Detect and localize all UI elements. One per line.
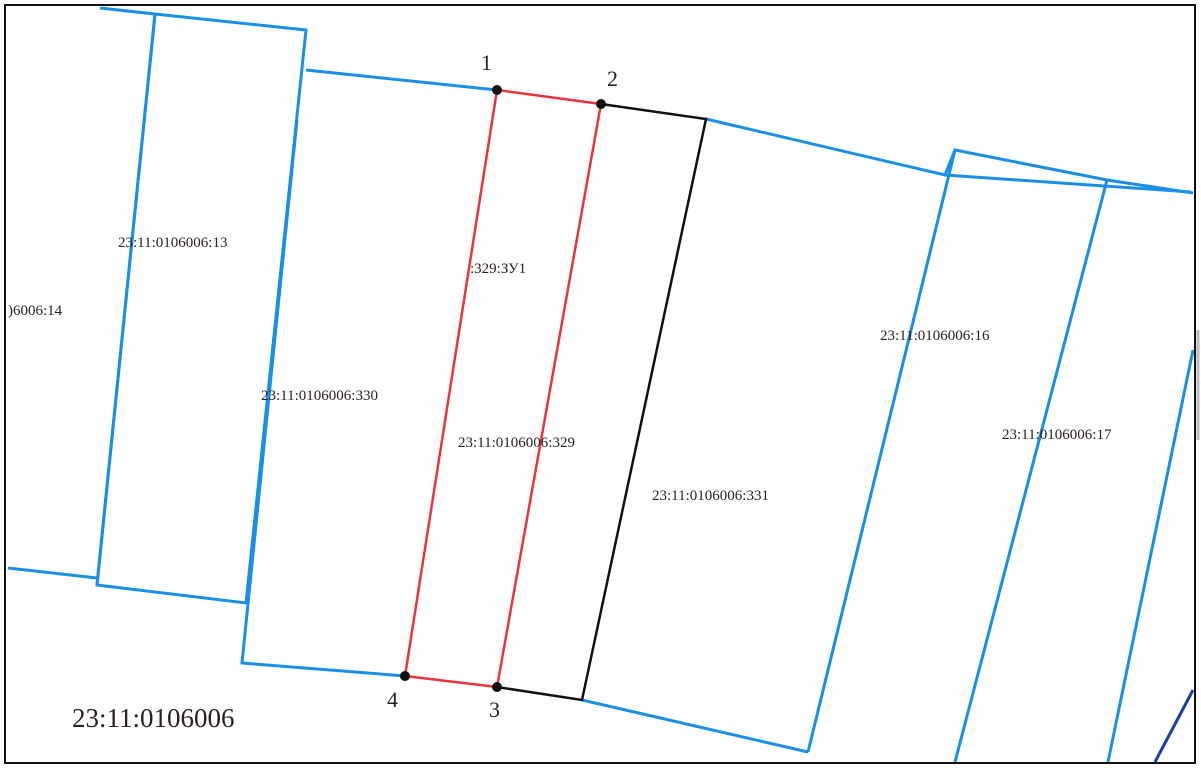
parcel-boundary-16-north bbox=[943, 148, 1194, 195]
existing-boundary bbox=[496, 102, 708, 702]
parcel-boundary-331-south bbox=[581, 698, 809, 754]
vertex-1 bbox=[492, 85, 502, 95]
parcel-boundary-16-west bbox=[806, 149, 957, 753]
parcel-boundary-13-west bbox=[95, 13, 157, 586]
cadastral-block-label: 23:11:0106006 bbox=[72, 703, 235, 733]
parcel-boundary-17-east bbox=[1106, 349, 1195, 763]
dark-boundary-line bbox=[1153, 689, 1195, 763]
parcel-label-329: 23:11:0106006:329 bbox=[458, 435, 575, 451]
parcel-label-13: 23:11:0106006:13 bbox=[118, 235, 227, 251]
vertex-label-2: 2 bbox=[607, 66, 618, 91]
parcel-label-331: 23:11:0106006:331 bbox=[652, 488, 769, 504]
vertex-label-3: 3 bbox=[489, 697, 500, 722]
vertex-4 bbox=[400, 671, 410, 681]
new-parcel-label: :329:ЗУ1 bbox=[470, 261, 526, 277]
parcel-boundary-330-north bbox=[305, 68, 498, 92]
parcel-label-330: 23:11:0106006:330 bbox=[261, 388, 378, 404]
vertex-3 bbox=[492, 682, 502, 692]
parcel-boundary-330 bbox=[240, 119, 406, 678]
parcel-label-16: 23:11:0106006:16 bbox=[880, 328, 990, 344]
vertex-2 bbox=[596, 99, 606, 109]
vertex-label-1: 1 bbox=[481, 50, 492, 75]
parcel-label-17: 23:11:0106006:17 bbox=[1002, 427, 1112, 443]
vertex-label-4: 4 bbox=[387, 687, 398, 712]
parcel-label-14: )6006:14 bbox=[8, 303, 63, 319]
map-frame bbox=[4, 4, 1196, 764]
parcel-boundary-14-south bbox=[7, 566, 98, 580]
parcel-boundary-17-west bbox=[953, 179, 1109, 763]
parcel-boundaries bbox=[7, 6, 1195, 763]
